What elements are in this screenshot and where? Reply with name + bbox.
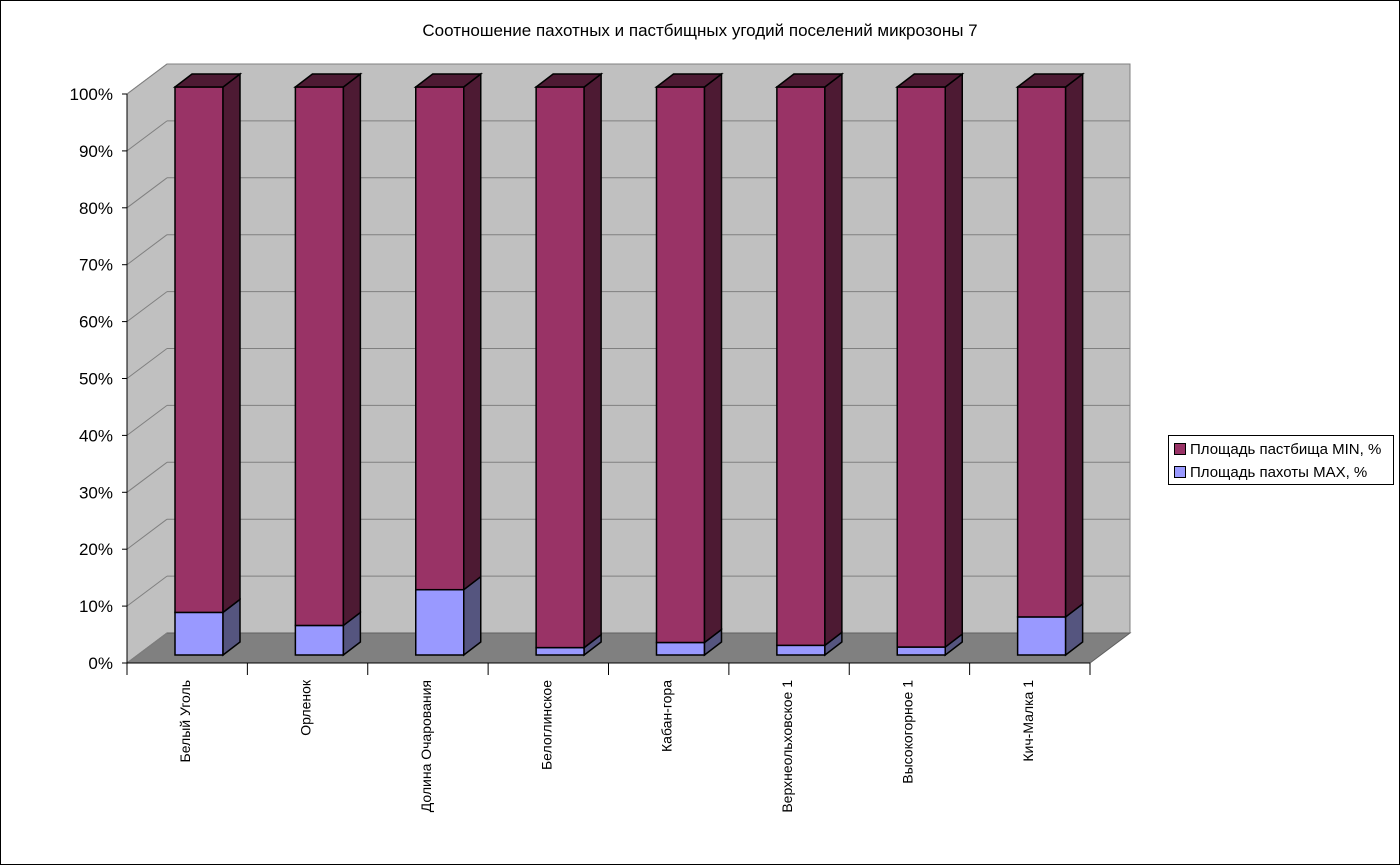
bar-segment [776,644,826,656]
y-tick-label: 20% [79,540,113,559]
bar-top [413,73,483,88]
bar-segment [655,86,706,644]
bar-segment [776,86,826,647]
bar-top [895,73,965,88]
y-tick-label: 70% [79,256,113,275]
gridline-side [126,461,168,493]
x-tick-label: Белый Уголь [177,680,193,762]
gridline-side [126,518,168,550]
bar-segment [896,86,946,648]
y-tick-label: 90% [79,142,113,161]
y-tick-label: 0% [88,654,113,673]
y-tick-label: 40% [79,426,113,445]
legend-item-arable: Площадь пахоты MAX, % [1174,462,1367,482]
x-tick-label: Орленок [298,679,314,736]
bar-top [1015,73,1085,88]
bar-segment-side [703,72,723,645]
bar-segment [174,611,224,656]
gridline-side [126,177,168,209]
gridline-side [126,234,168,266]
gridline-side [126,291,168,323]
bar-top [654,73,724,88]
y-tick-label: 10% [79,597,113,616]
bar-segment-side [342,72,362,627]
x-tick-label: Кич-Малка 1 [1020,680,1036,762]
floor [125,632,1132,664]
y-tick-label: 60% [79,313,113,332]
y-tick-label: 100% [70,85,113,104]
legend-swatch-arable [1174,466,1186,478]
bar-segment [1016,86,1067,618]
chart-title: Соотношение пахотных и пастбищных угодий… [422,21,978,40]
bar-segment-side [583,72,602,650]
bar-segment-side [944,72,963,649]
x-tick-label: Белоглинское [538,680,554,770]
bar-segment [655,641,706,656]
gridline-side [126,348,168,379]
bar-top [293,73,363,88]
gridline-side [126,63,168,95]
gridline-side [126,575,168,607]
bar-segment-side [463,72,482,592]
legend-item-pasture: Площадь пастбища MIN, % [1174,439,1381,459]
bar-segment [535,646,585,656]
bar-segment [174,86,224,614]
bar-segment [896,646,946,656]
bar-segment [294,86,345,627]
bar-segment [415,86,465,591]
bar-segment [535,86,585,649]
bar-segment [415,588,465,656]
x-tick-label: Верхнеольховское 1 [779,680,795,813]
bar-segment [1016,616,1067,656]
bar-segment-side [824,72,843,647]
legend-label-pasture: Площадь пастбища MIN, % [1190,440,1382,458]
gridline-side [126,632,168,664]
x-tick-label: Долина Очарования [418,680,434,812]
gridline-side [126,120,168,152]
bar-top [533,73,604,88]
legend-swatch-pasture [1174,443,1186,455]
bar-segment [294,624,345,656]
back-wall [126,63,1131,664]
bar-segment-side [222,72,241,614]
bar-top [172,73,243,88]
gridline-side [126,404,168,436]
legend: Площадь пастбища MIN, % Площадь пахоты M… [1168,435,1394,485]
x-tick-label: Высокогорное 1 [899,680,915,784]
y-tick-label: 80% [79,199,113,218]
x-tick-label: Кабан-гора [659,680,675,752]
bar-top [774,73,845,88]
y-tick-label: 50% [79,370,113,389]
y-tick-label: 30% [79,483,113,502]
legend-label-arable: Площадь пахоты MAX, % [1190,463,1368,481]
bar-segment-side [1064,72,1084,619]
